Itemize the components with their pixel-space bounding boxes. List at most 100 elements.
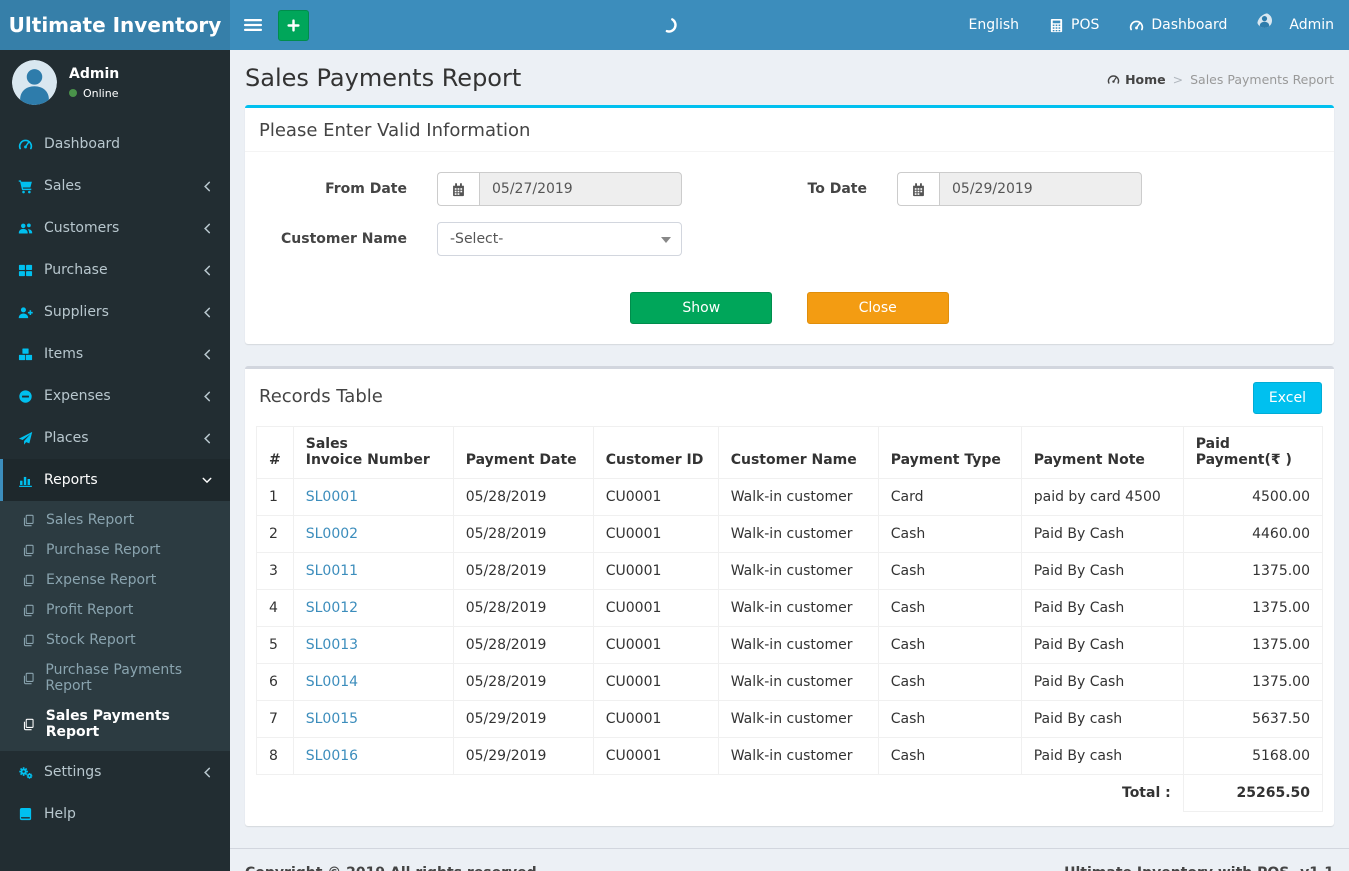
cell-customer-name: Walk-in customer (717, 700, 879, 738)
cell-paid-payment: 1375.00 (1182, 626, 1324, 664)
table-row: 5 SL0013 05/28/2019 CU0001 Walk-in custo… (256, 626, 1324, 664)
sidebar-item-places[interactable]: Places (0, 417, 230, 459)
col-customer-name: Customer Name (717, 426, 879, 479)
sidebar-subitem-expense-report[interactable]: Expense Report (0, 565, 230, 595)
table-row: 8 SL0016 05/29/2019 CU0001 Walk-in custo… (256, 737, 1324, 775)
sidebar-toggle-button[interactable] (230, 0, 275, 50)
sidebar-subitem-profit-report[interactable]: Profit Report (0, 595, 230, 625)
sidebar-item-customers[interactable]: Customers (0, 207, 230, 249)
from-date-input[interactable] (479, 172, 682, 206)
user-name: Admin (69, 65, 120, 82)
sidebar-item-dashboard[interactable]: Dashboard (0, 123, 230, 165)
show-button[interactable]: Show (630, 292, 773, 324)
table-body: 1 SL0001 05/28/2019 CU0001 Walk-in custo… (256, 478, 1324, 775)
col-payment-type: Payment Type (877, 426, 1022, 479)
col-number: # (256, 426, 294, 479)
cell-number: 7 (256, 700, 294, 738)
avatar (12, 60, 57, 105)
sidebar-item-help[interactable]: Help (0, 793, 230, 835)
paper-plane-icon (18, 431, 44, 446)
cell-payment-type: Cash (877, 737, 1022, 775)
cell-number: 2 (256, 515, 294, 553)
invoice-link[interactable]: SL0013 (305, 637, 359, 653)
sidebar-item-sales[interactable]: Sales (0, 165, 230, 207)
cell-invoice: SL0001 (292, 478, 454, 516)
table-row: 1 SL0001 05/28/2019 CU0001 Walk-in custo… (256, 478, 1324, 516)
close-button[interactable]: Close (806, 292, 949, 324)
cell-number: 1 (256, 478, 294, 516)
table-row: 6 SL0014 05/28/2019 CU0001 Walk-in custo… (256, 663, 1324, 701)
calendar-icon[interactable] (897, 172, 939, 206)
col-payment-note: Payment Note (1020, 426, 1184, 479)
page-footer: Copyright © 2019 All rights reserved. Ul… (230, 848, 1349, 871)
app-logo[interactable]: Ultimate Inventory (0, 0, 230, 50)
quick-add-button[interactable] (278, 9, 309, 41)
table-row: 7 SL0015 05/29/2019 CU0001 Walk-in custo… (256, 700, 1324, 738)
invoice-link[interactable]: SL0002 (305, 526, 359, 542)
sidebar-item-settings[interactable]: Settings (0, 751, 230, 793)
cell-customer-name: Walk-in customer (717, 663, 879, 701)
cell-payment-type: Cash (877, 663, 1022, 701)
cell-number: 6 (256, 663, 294, 701)
invoice-link[interactable]: SL0016 (305, 748, 359, 764)
to-date-input[interactable] (939, 172, 1142, 206)
breadcrumb-home[interactable]: Home (1107, 72, 1166, 87)
top-navbar: English POS Dashboard (230, 0, 1349, 50)
sidebar-item-items[interactable]: Items (0, 333, 230, 375)
col-invoice: Sales Invoice Number (292, 426, 454, 479)
gears-icon (18, 765, 44, 780)
nav-language[interactable]: English (968, 17, 1020, 33)
records-box-title: Records Table (259, 386, 383, 407)
sidebar-item-purchase[interactable]: Purchase (0, 249, 230, 291)
sidebar-subitem-sales-report[interactable]: Sales Report (0, 505, 230, 535)
cell-paid-payment: 4460.00 (1182, 515, 1324, 553)
nav-dashboard[interactable]: Dashboard (1114, 0, 1242, 50)
invoice-link[interactable]: SL0015 (305, 711, 359, 727)
cell-paid-payment: 5637.50 (1182, 700, 1324, 738)
cell-paid-payment: 4500.00 (1182, 478, 1324, 516)
cell-payment-type: Cash (877, 626, 1022, 664)
sidebar-item-reports[interactable]: Reports Sales Report Purchase Report Exp… (0, 459, 230, 751)
cell-customer-id: CU0001 (592, 737, 719, 775)
invoice-link[interactable]: SL0011 (305, 563, 359, 579)
nav-user[interactable]: Admin (1242, 0, 1349, 50)
sidebar-item-expenses[interactable]: Expenses (0, 375, 230, 417)
cell-number: 5 (256, 626, 294, 664)
copy-icon (22, 514, 37, 527)
cell-payment-type: Cash (877, 552, 1022, 590)
invoice-link[interactable]: SL0014 (305, 674, 359, 690)
user-panel: Admin Online (0, 50, 230, 115)
cell-payment-type: Card (877, 478, 1022, 516)
sidebar-subitem-purchase-report[interactable]: Purchase Report (0, 535, 230, 565)
sidebar-subitem-purchase-payments-report[interactable]: Purchase Payments Report (0, 655, 230, 701)
cell-payment-note: Paid By cash (1020, 700, 1184, 738)
gauge-icon (1107, 73, 1120, 86)
gauge-icon (1129, 18, 1144, 33)
cell-number: 4 (256, 589, 294, 627)
sidebar-subitem-stock-report[interactable]: Stock Report (0, 625, 230, 655)
sidebar-item-suppliers[interactable]: Suppliers (0, 291, 230, 333)
cell-paid-payment: 1375.00 (1182, 589, 1324, 627)
cell-customer-id: CU0001 (592, 478, 719, 516)
sidebar-subitem-sales-payments-report[interactable]: Sales Payments Report (0, 701, 230, 747)
excel-button[interactable]: Excel (1252, 382, 1322, 414)
cell-payment-type: Cash (877, 589, 1022, 627)
cell-number: 8 (256, 737, 294, 775)
cell-customer-name: Walk-in customer (717, 478, 879, 516)
total-label: Total : (256, 774, 1184, 812)
cell-invoice: SL0015 (292, 700, 454, 738)
nav-pos[interactable]: POS (1034, 0, 1114, 50)
invoice-link[interactable]: SL0001 (305, 489, 359, 505)
col-customer-id: Customer ID (592, 426, 719, 479)
users-icon (18, 221, 44, 236)
copy-icon (22, 634, 37, 647)
footer-copyright: Copyright © 2019 All rights reserved. (245, 865, 542, 871)
customer-select[interactable]: -Select- (437, 222, 682, 256)
book-icon (18, 807, 44, 822)
total-value: 25265.50 (1182, 774, 1324, 812)
invoice-link[interactable]: SL0012 (305, 600, 359, 616)
bar-chart-icon (18, 473, 44, 488)
table-row: 3 SL0011 05/28/2019 CU0001 Walk-in custo… (256, 552, 1324, 590)
online-dot-icon (69, 89, 77, 97)
calendar-icon[interactable] (437, 172, 479, 206)
